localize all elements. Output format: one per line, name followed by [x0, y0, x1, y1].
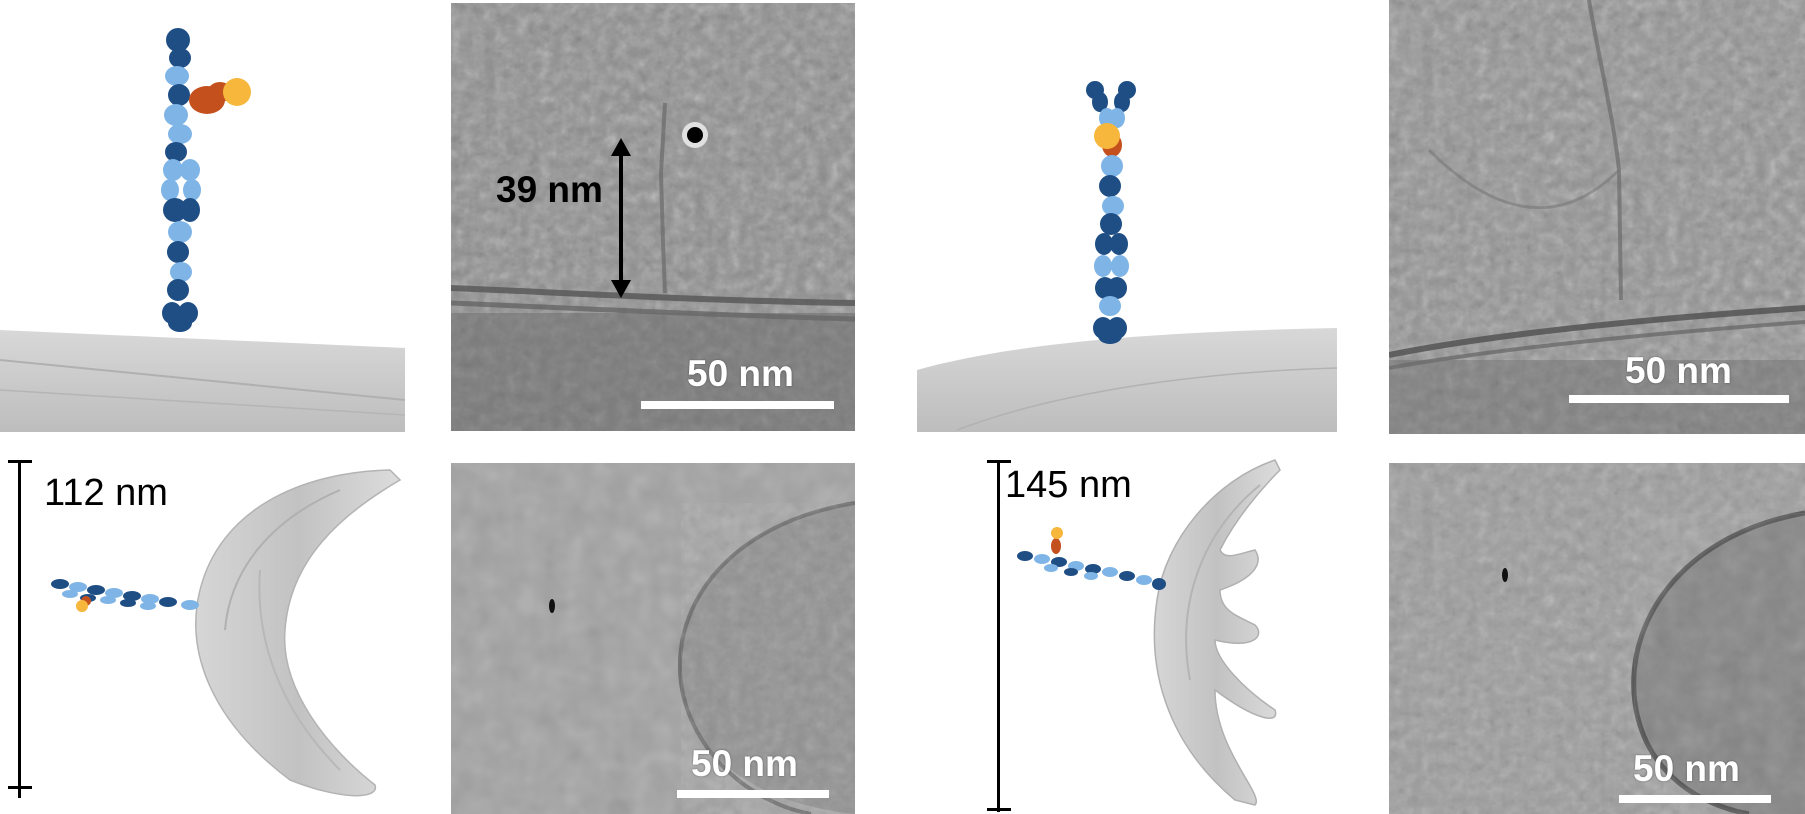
- tomogram-panel-2: 50 nm: [1389, 0, 1805, 434]
- measurement-112nm: 112 nm: [44, 472, 168, 514]
- scale-bar-label: 50 nm: [1633, 748, 1740, 789]
- vesicle-model-2: [1017, 459, 1281, 806]
- antibody-chain: [161, 28, 201, 332]
- vesicle-model-1: [51, 469, 402, 797]
- antibody-chain: [1017, 551, 1166, 590]
- model-side-panel-1: 112 nm: [0, 450, 440, 814]
- scale-bar: [1619, 795, 1771, 803]
- model-upright-panel-1: [0, 0, 405, 432]
- double-arrow-icon: [611, 138, 631, 298]
- scale-bar-label: 50 nm: [687, 353, 794, 394]
- model-side-panel-2: 145 nm: [975, 450, 1335, 814]
- tomogram-image-1: [451, 3, 855, 431]
- measurement-39nm: 39 nm: [496, 169, 603, 210]
- tomogram-image-3: [451, 463, 855, 814]
- dimension-rule-112: [18, 460, 21, 798]
- gold-particle: [1094, 123, 1120, 149]
- measurement-145nm: 145 nm: [1005, 464, 1132, 506]
- tomogram-image-2: [1389, 0, 1805, 434]
- scale-bar: [677, 790, 829, 798]
- antibody-model-1: [0, 28, 405, 432]
- scale-bar: [1569, 395, 1789, 403]
- antibody-model-2: [917, 81, 1337, 432]
- tomogram-panel-4: 50 nm: [1389, 463, 1805, 814]
- scale-bar: [641, 401, 834, 409]
- antibody-chain: [1086, 81, 1136, 344]
- gold-particle: [223, 78, 251, 106]
- tomogram-panel-3: 50 nm: [451, 463, 855, 814]
- model-upright-panel-2: [917, 0, 1337, 432]
- scale-bar-label: 50 nm: [691, 743, 798, 784]
- membrane-slab: [917, 328, 1337, 432]
- antibody-chain: [51, 579, 199, 610]
- tomogram-panel-1: 39 nm 50 nm: [451, 3, 855, 431]
- tomogram-image-4: [1389, 463, 1805, 814]
- gold-particle: [1051, 527, 1063, 539]
- dimension-rule-145: [997, 460, 1000, 812]
- scale-bar-label: 50 nm: [1625, 350, 1732, 391]
- gold-particle: [76, 600, 88, 612]
